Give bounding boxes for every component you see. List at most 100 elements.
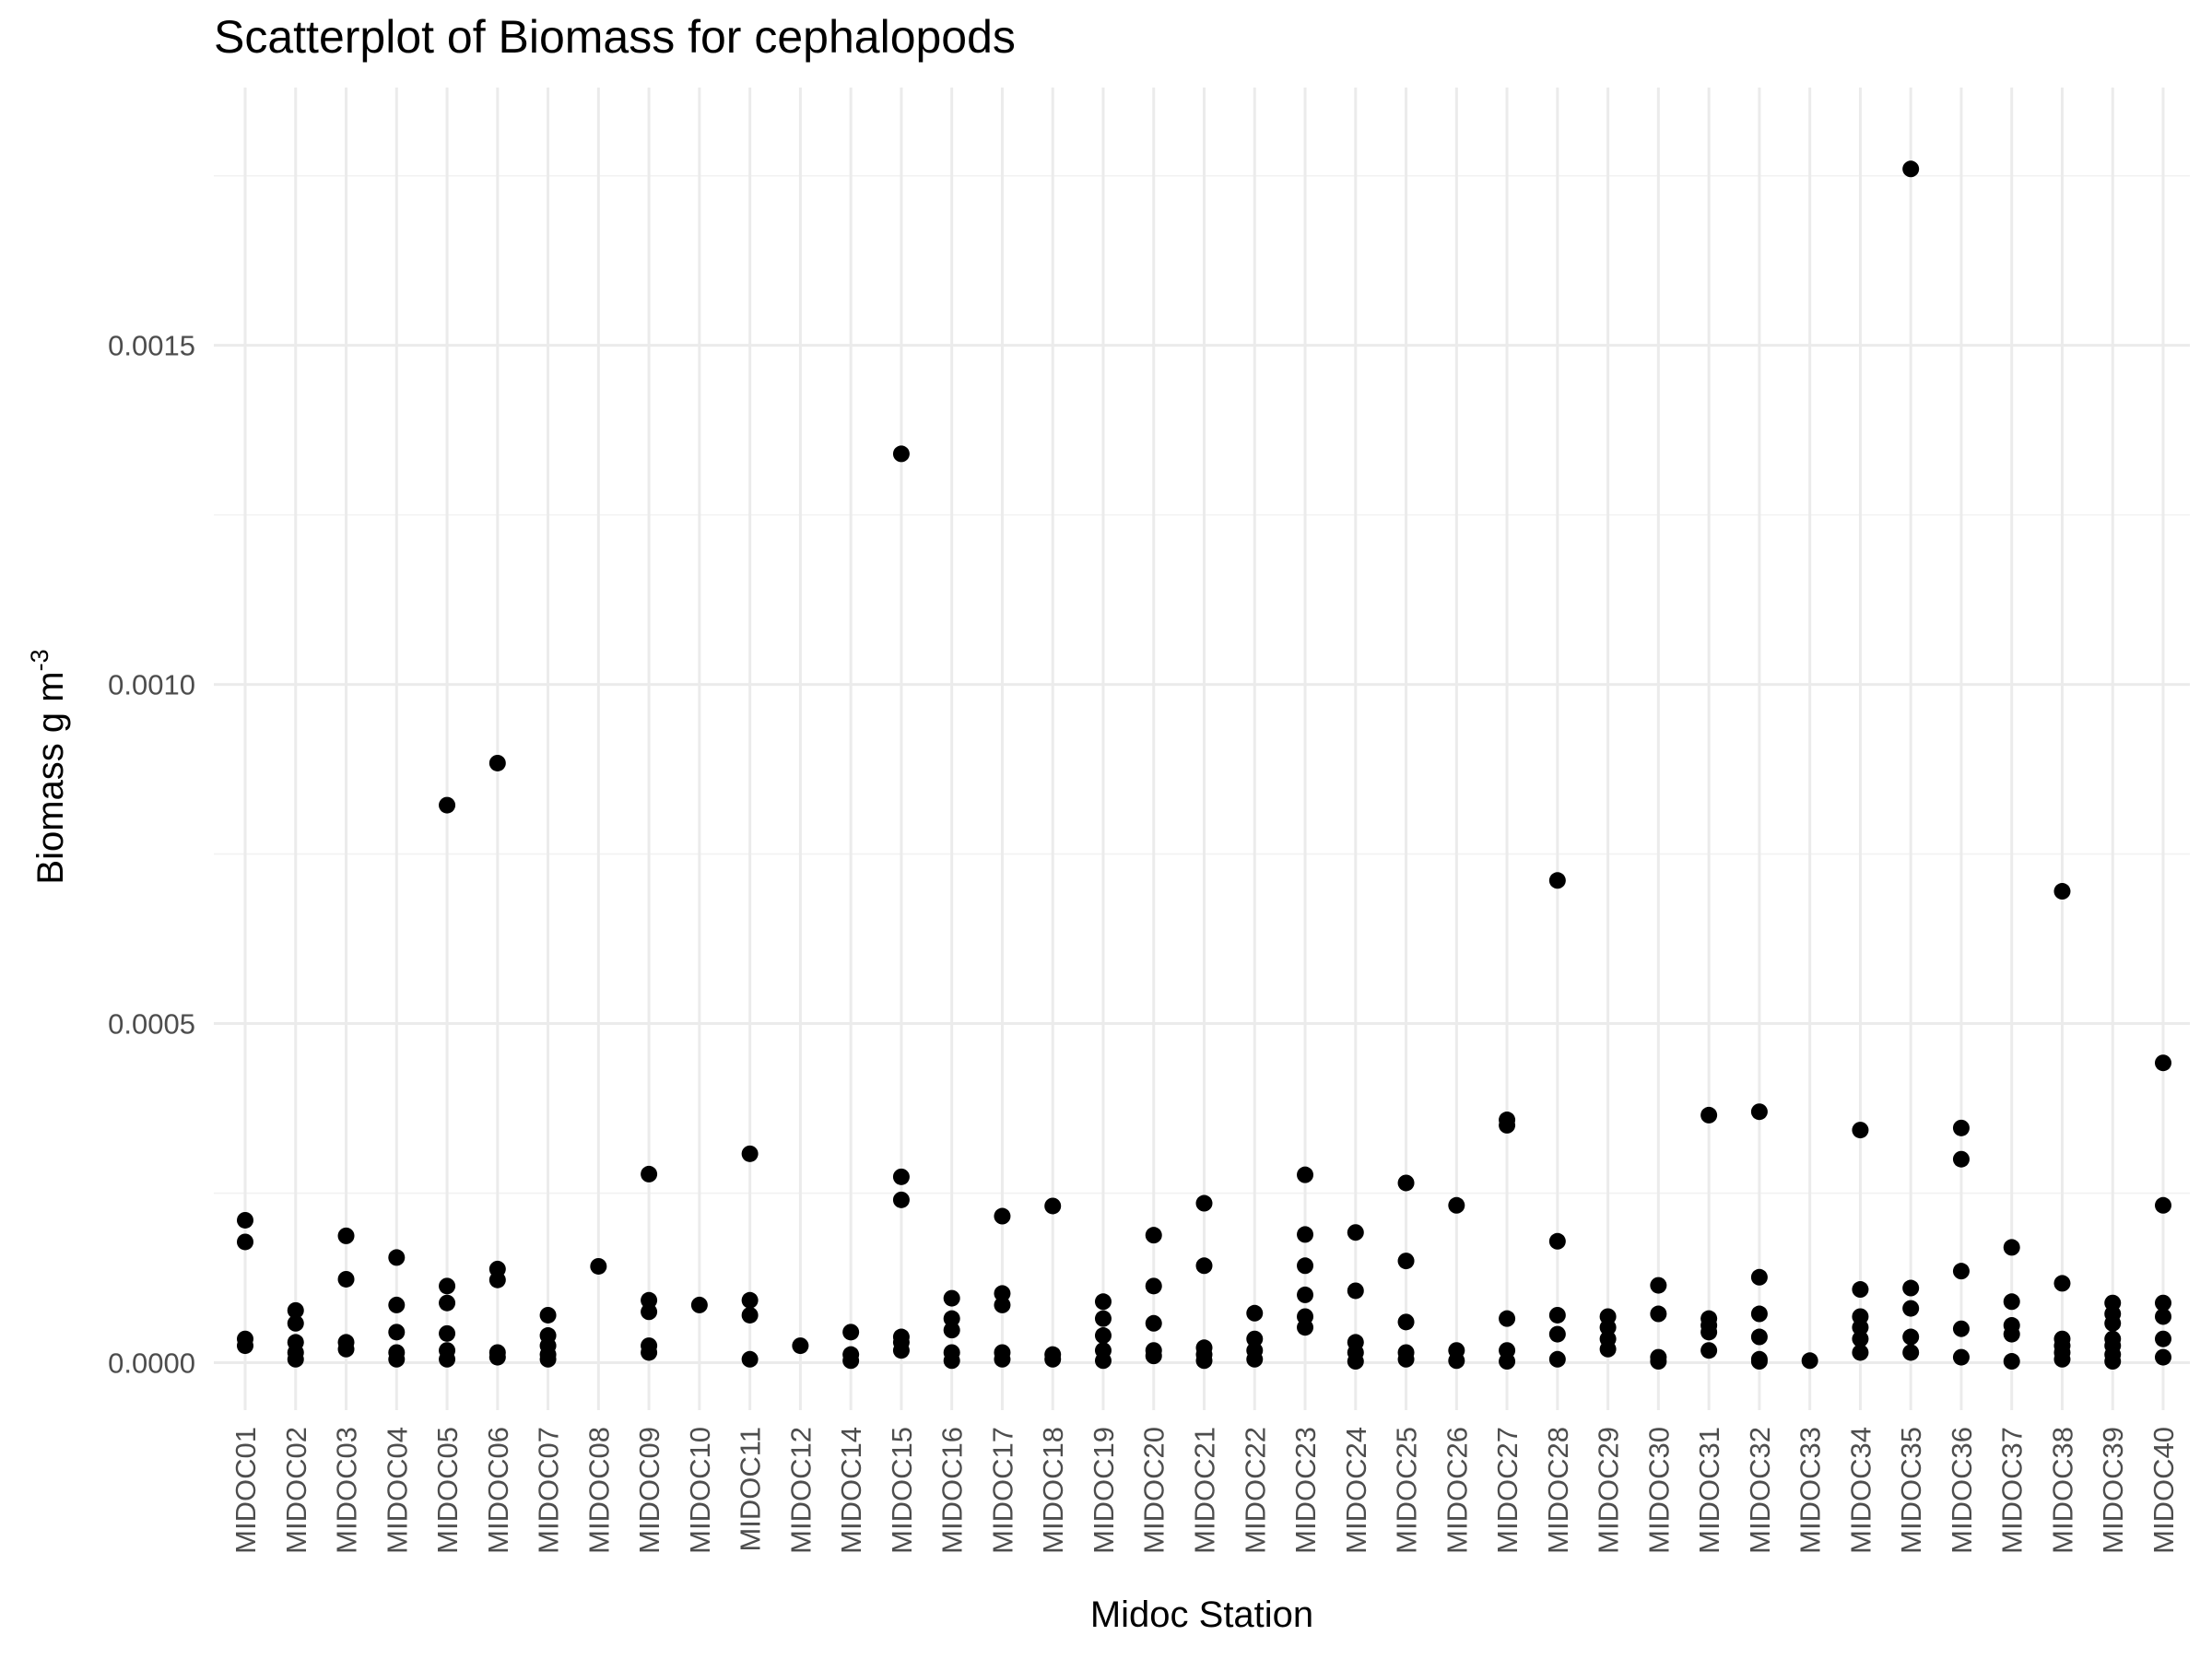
data-point [892, 1342, 910, 1359]
data-point [1297, 1166, 1314, 1183]
data-points [237, 160, 2171, 1371]
data-point [1548, 1232, 1566, 1250]
x-tick-label: MIDOC22 [1239, 1427, 1271, 1554]
data-point [388, 1249, 406, 1266]
data-point [1548, 872, 1566, 889]
x-tick-label: MIDOC04 [381, 1427, 413, 1554]
x-tick-label: MIDOC34 [1844, 1427, 1877, 1554]
data-point [1195, 1352, 1213, 1370]
data-point [1852, 1122, 1869, 1139]
data-point [237, 1337, 253, 1355]
data-point [287, 1350, 304, 1368]
data-point [1952, 1320, 1970, 1337]
x-tick-label: MIDOC07 [533, 1427, 565, 1554]
data-point [1902, 1344, 1920, 1361]
grid [214, 88, 2190, 1410]
data-point [2053, 883, 2071, 900]
x-tick-label: MIDOC31 [1693, 1427, 1725, 1554]
data-point [1952, 1150, 1970, 1168]
data-point [388, 1350, 406, 1368]
data-point [1750, 1353, 1768, 1371]
y-axis-title-text: Biomass g m [30, 671, 71, 884]
data-point [1145, 1277, 1162, 1295]
data-point [539, 1306, 557, 1324]
data-point [1297, 1226, 1314, 1243]
chart-title: Scatterplot of Biomass for cephalopods [214, 11, 1016, 63]
data-point [439, 1294, 456, 1312]
x-tick-label: MIDOC40 [2147, 1427, 2180, 1554]
data-point [1195, 1257, 1213, 1275]
data-point [741, 1350, 759, 1368]
x-tick-label: MIDOC36 [1946, 1427, 1978, 1554]
data-point [741, 1145, 759, 1162]
x-tick-label: MIDOC05 [431, 1427, 464, 1554]
data-point [641, 1303, 658, 1321]
data-point [439, 1277, 456, 1295]
x-axis-ticks: MIDOC01 MIDOC02 MIDOC03 MIDOC04 MIDOC05 MIDOC… [229, 1427, 2180, 1554]
data-point [1195, 1194, 1213, 1212]
data-point [842, 1352, 860, 1370]
data-point [1499, 1310, 1516, 1327]
data-point [1599, 1340, 1617, 1358]
data-point [1650, 1353, 1667, 1371]
y-tick-label: 0.0005 [108, 1008, 195, 1041]
data-point [337, 1270, 355, 1288]
data-point [2104, 1314, 2122, 1332]
data-point [1852, 1330, 1869, 1347]
data-point [1094, 1293, 1112, 1311]
data-point [943, 1352, 960, 1370]
data-point [1397, 1313, 1415, 1331]
x-tick-label: MIDOC19 [1088, 1427, 1120, 1554]
data-point [590, 1257, 607, 1275]
y-axis-title-exponent: -3 [26, 649, 53, 671]
data-point [1094, 1310, 1112, 1327]
x-tick-label: MIDOC24 [1340, 1427, 1372, 1554]
data-point [439, 1324, 456, 1342]
x-tick-label: MIDOC02 [280, 1427, 312, 1554]
y-tick-label: 0.0010 [108, 669, 195, 701]
data-point [1548, 1350, 1566, 1368]
data-point [2155, 1348, 2171, 1366]
data-point [2003, 1293, 2020, 1311]
data-point [1145, 1227, 1162, 1244]
data-point [1801, 1352, 1818, 1370]
data-point [2104, 1353, 2122, 1371]
data-point [1499, 1116, 1516, 1134]
x-tick-label: MIDOC17 [986, 1427, 1018, 1554]
data-point [842, 1324, 860, 1341]
data-point [287, 1314, 304, 1332]
x-tick-label: MIDOC06 [482, 1427, 514, 1554]
data-point [488, 1271, 506, 1288]
data-point [1548, 1306, 1566, 1324]
x-tick-label: MIDOC21 [1189, 1427, 1221, 1554]
data-point [2155, 1330, 2171, 1347]
data-point [1548, 1325, 1566, 1343]
data-point [1700, 1106, 1718, 1124]
data-point [1246, 1350, 1264, 1368]
data-point [1448, 1352, 1465, 1370]
x-tick-label: MIDOC38 [2046, 1427, 2078, 1554]
data-point [388, 1324, 406, 1341]
data-point [1448, 1196, 1465, 1214]
data-point [1700, 1342, 1718, 1359]
data-point [792, 1337, 809, 1355]
data-point [337, 1227, 355, 1244]
y-tick-label: 0.0000 [108, 1347, 195, 1379]
data-point [1650, 1277, 1667, 1294]
data-point [892, 1168, 910, 1185]
data-point [439, 1350, 456, 1368]
data-point [1750, 1305, 1768, 1323]
x-tick-label: MIDOC39 [2097, 1427, 2129, 1554]
x-tick-label: MIDOC37 [1996, 1427, 2029, 1554]
data-point [1297, 1319, 1314, 1336]
x-tick-label: MIDOC20 [1138, 1427, 1171, 1554]
data-point [2155, 1308, 2171, 1325]
x-tick-label: MIDOC30 [1642, 1427, 1675, 1554]
x-tick-label: MIDOC15 [886, 1427, 918, 1554]
x-tick-label: MIDOC18 [1037, 1427, 1069, 1554]
data-point [237, 1233, 253, 1251]
data-point [1347, 1282, 1364, 1300]
data-point [1952, 1119, 1970, 1136]
data-point [641, 1291, 658, 1309]
